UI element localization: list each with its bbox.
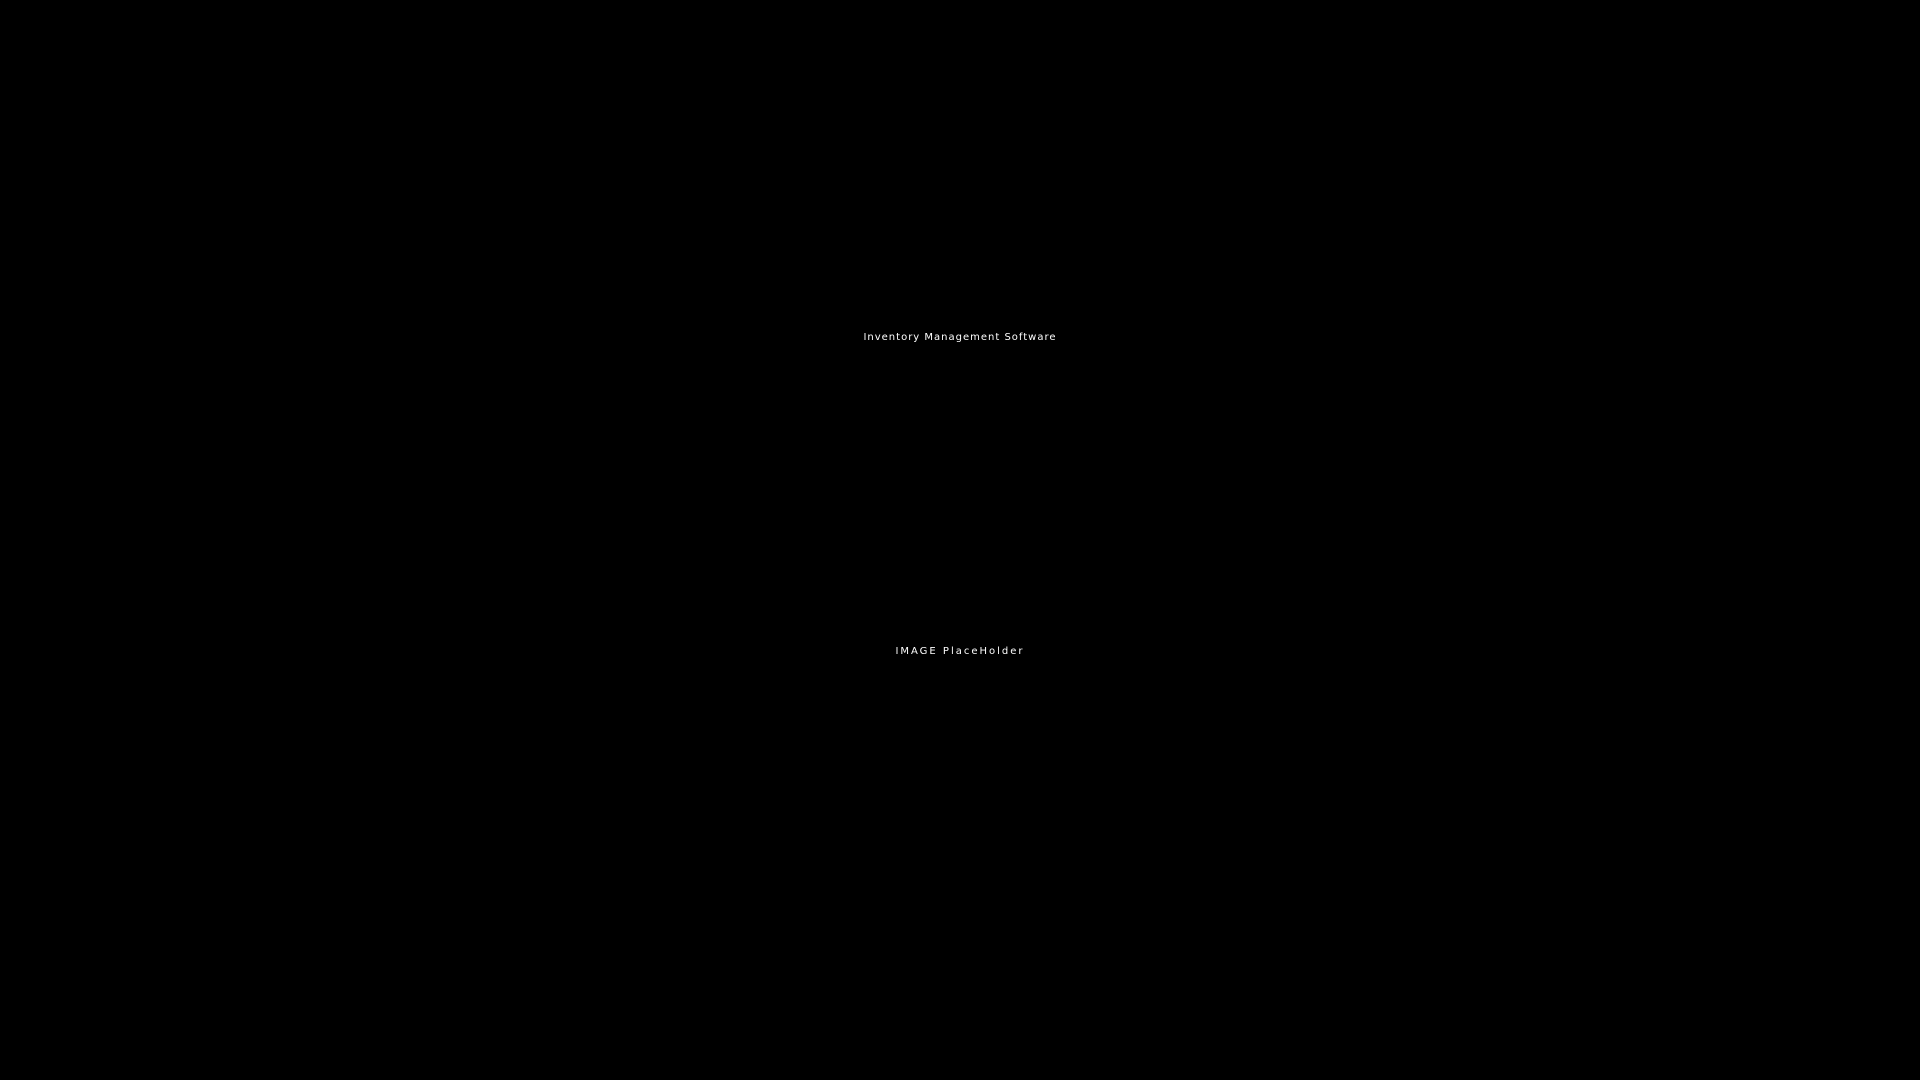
image-placeholder-text: IMAGE PlaceHolder — [895, 646, 1025, 657]
software-title: Inventory Management Software — [863, 332, 1057, 343]
